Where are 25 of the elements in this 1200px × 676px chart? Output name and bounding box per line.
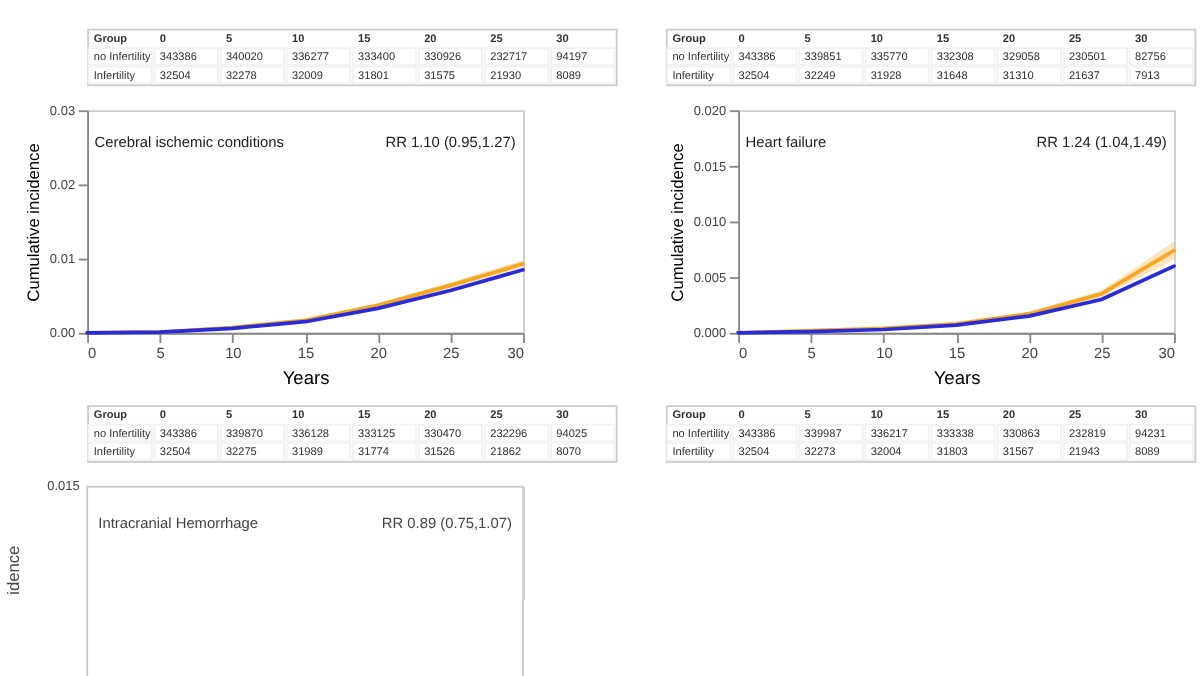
- x-tick-label: 30: [1158, 343, 1175, 362]
- x-tick-label: 15: [297, 343, 315, 362]
- text: RR 0.89 (0.75,1.07): [381, 513, 512, 532]
- x-tick-label: 5: [156, 343, 165, 362]
- x-tick-label: 15: [948, 343, 966, 362]
- x-tick-label: 25: [443, 343, 460, 362]
- y-axis-title: Cumulative incidence: [22, 142, 43, 302]
- x-axis-title: Years: [282, 367, 331, 388]
- x-tick-label: 30: [507, 343, 524, 362]
- x-axis-title: Years: [933, 367, 982, 388]
- annotation: RR 1.24 (1.04,1.49): [1036, 133, 1167, 152]
- x-tick-label: 5: [807, 343, 816, 362]
- text: idence: [2, 544, 23, 595]
- x-tick-label: 20: [370, 343, 387, 362]
- y-axis-title: Cumulative incidence: [666, 142, 687, 302]
- x-tick-label: 25: [1094, 343, 1111, 362]
- x-tick-label: 10: [225, 343, 242, 362]
- x-tick-label: 0: [739, 343, 748, 362]
- annotation: Cerebral ischemic conditions: [94, 133, 285, 152]
- x-tick-label: 0: [88, 343, 97, 362]
- x-tick-label: 10: [876, 343, 893, 362]
- x-tick-label: 20: [1021, 343, 1038, 362]
- annotation: RR 1.10 (0.95,1.27): [385, 133, 516, 152]
- text: Intracranial Hemorrhage: [98, 513, 259, 532]
- annotation: Heart failure: [745, 133, 827, 152]
